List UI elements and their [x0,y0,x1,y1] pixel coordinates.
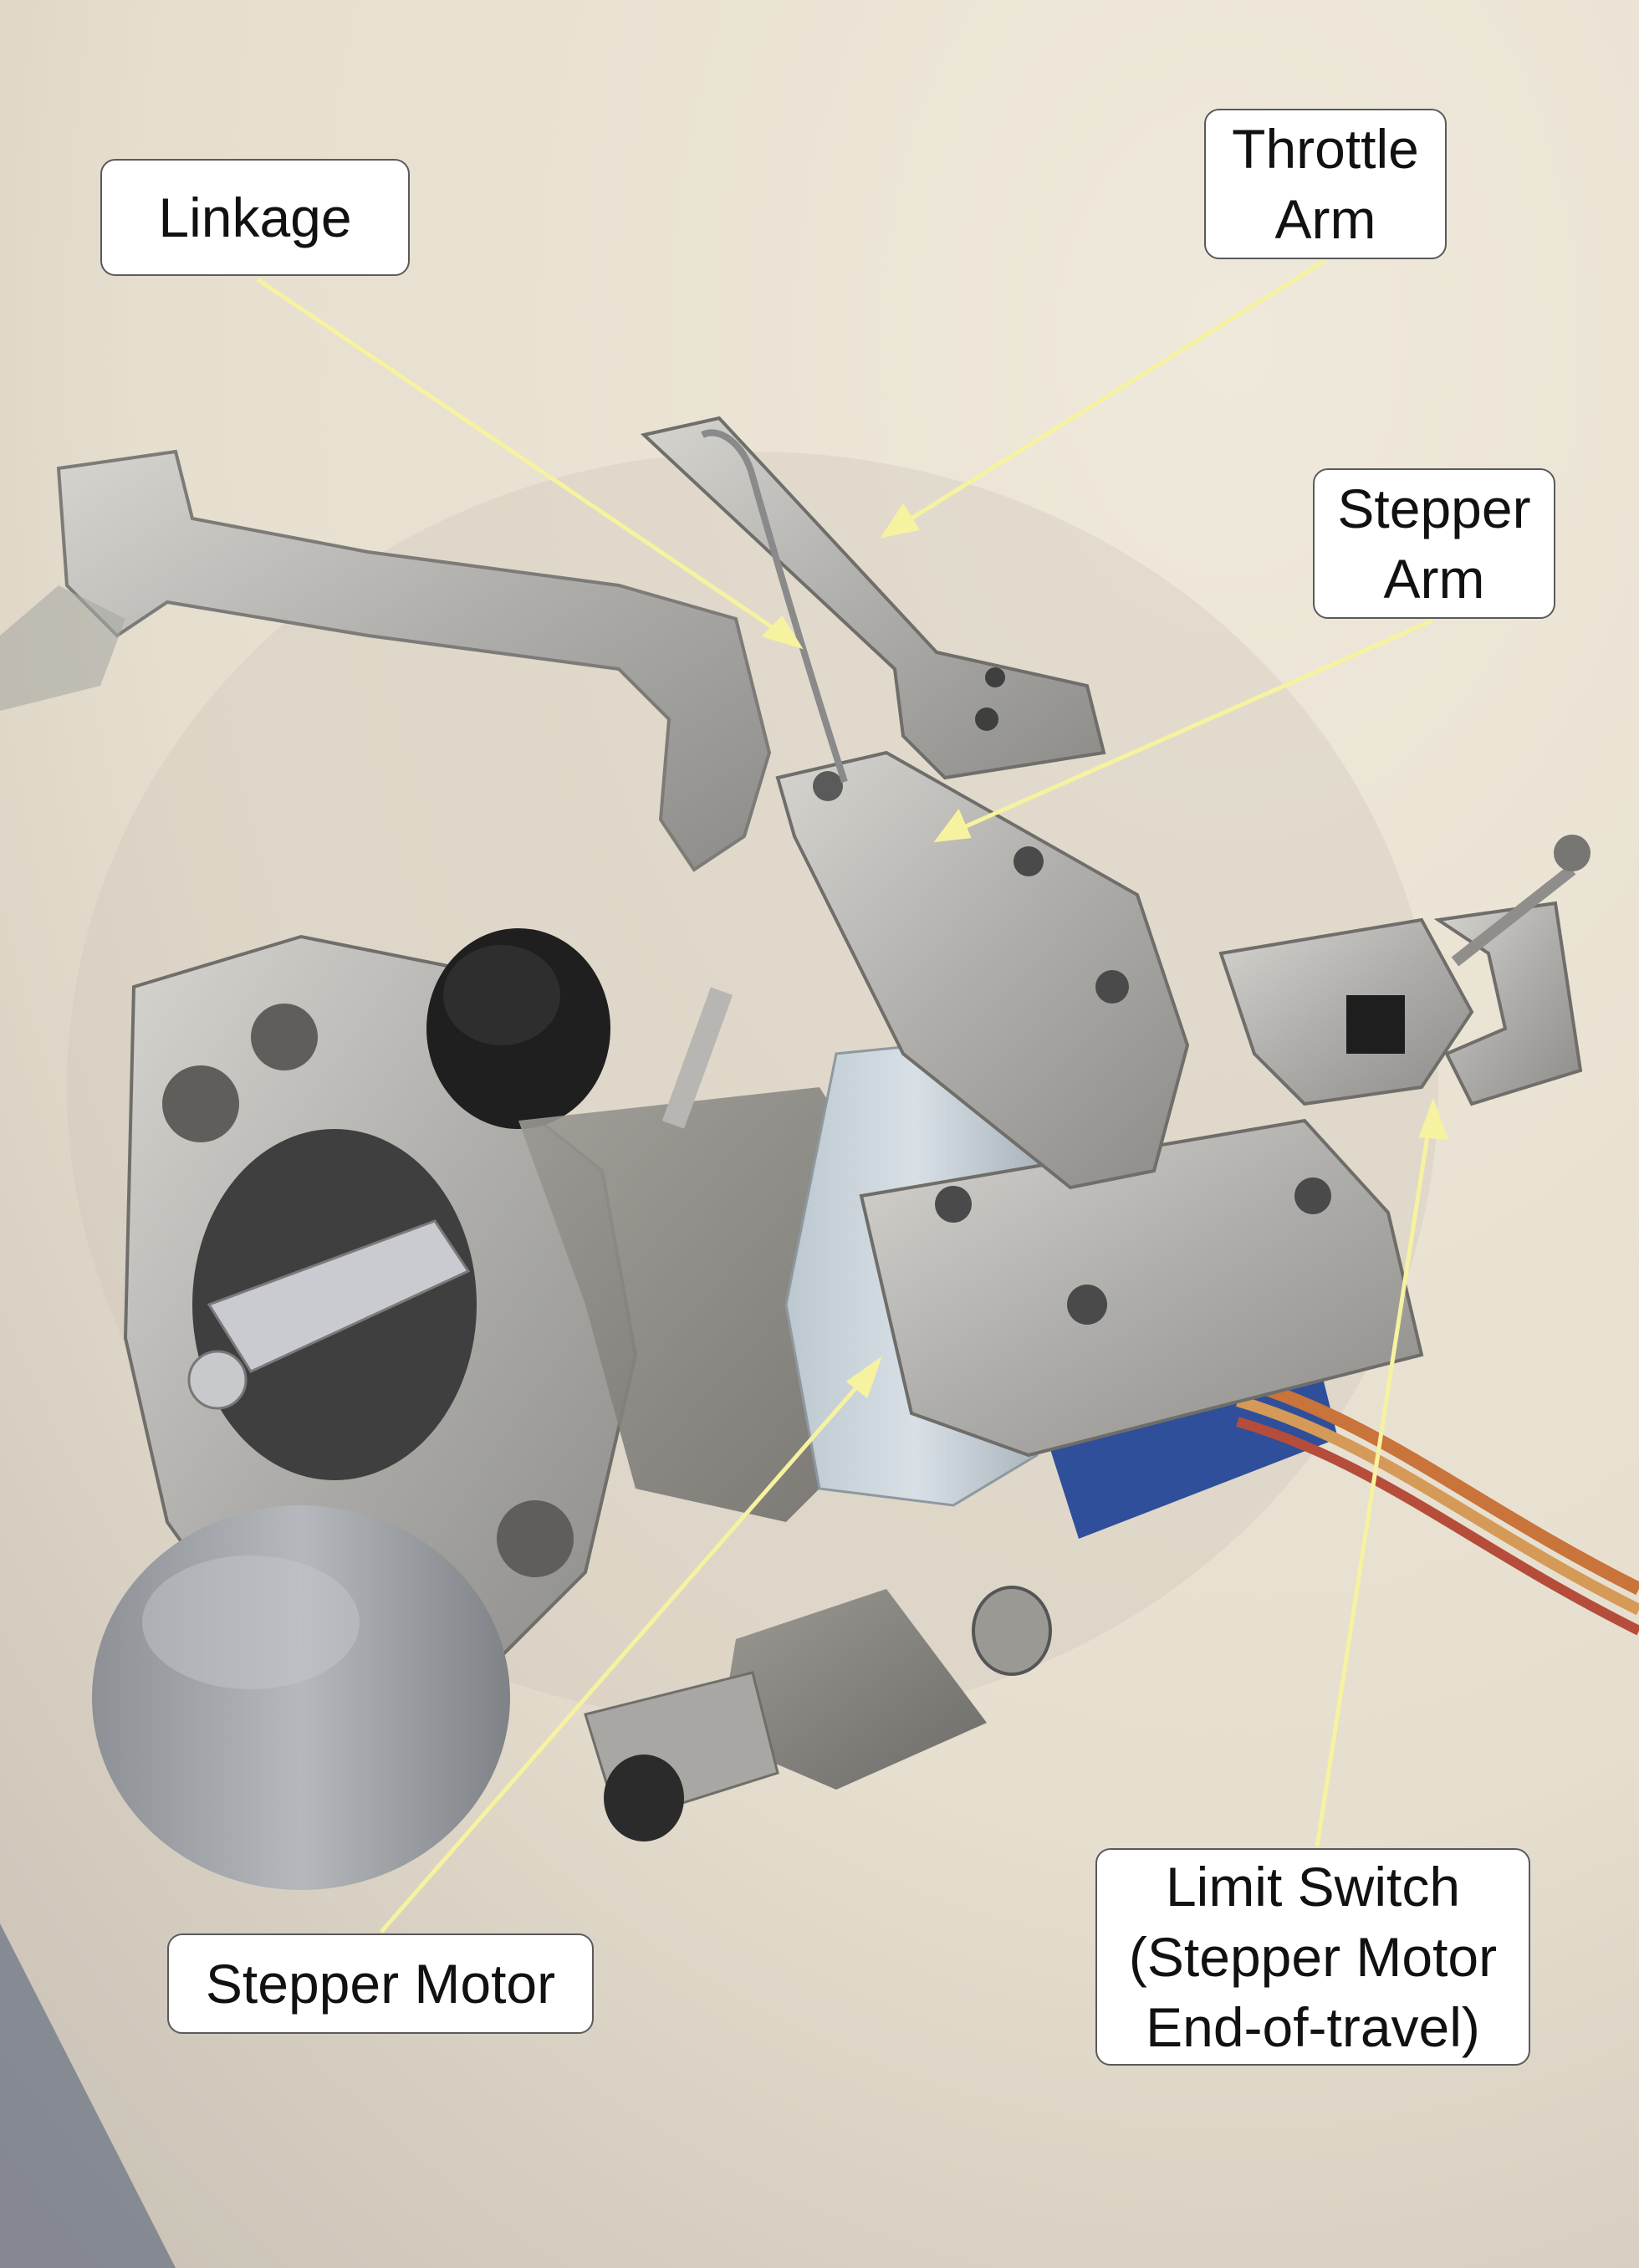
label-stepper-arm: Stepper Arm [1313,468,1555,619]
label-stepper-arm-line-1: Stepper [1337,478,1531,539]
label-stepper-arm-line-2: Arm [1383,548,1485,610]
label-limit-switch-line-2: (Stepper Motor [1128,1926,1498,1988]
label-limit-switch-line-3: End-of-travel) [1146,1996,1480,2058]
label-stepper-motor: Stepper Motor [167,1933,594,2034]
label-limit-switch-line-1: Limit Switch [1165,1856,1461,1918]
label-throttle-arm-line-2: Arm [1274,188,1376,250]
label-throttle-arm: Throttle Arm [1204,109,1447,259]
label-linkage: Linkage [100,159,410,276]
label-stepper-motor-line-1: Stepper Motor [205,1953,556,2015]
label-linkage-line-1: Linkage [158,186,352,248]
label-limit-switch: Limit Switch (Stepper Motor End-of-trave… [1095,1848,1530,2066]
label-throttle-arm-line-1: Throttle [1232,118,1419,180]
